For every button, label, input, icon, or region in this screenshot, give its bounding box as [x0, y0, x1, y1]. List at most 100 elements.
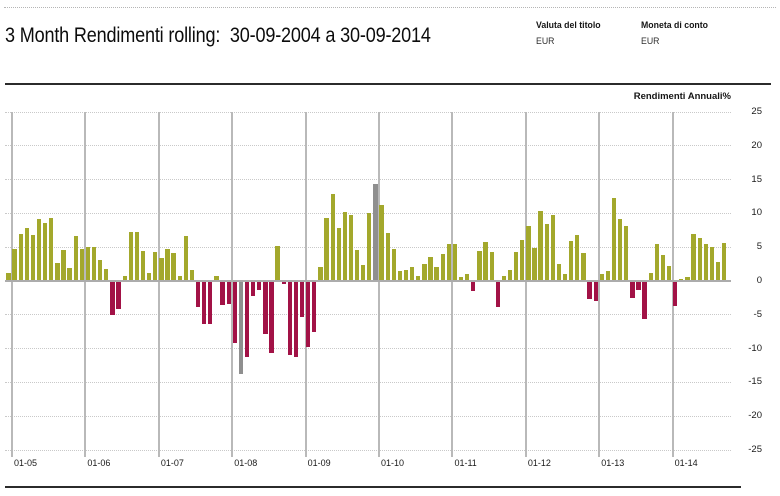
bar: [61, 249, 66, 281]
bar: [324, 218, 329, 281]
year-gridline: [451, 112, 454, 457]
bar: [514, 251, 519, 281]
bar: [520, 240, 525, 281]
bar: [128, 232, 133, 281]
bar: [6, 272, 11, 281]
bar: [312, 281, 317, 332]
bar: [422, 264, 427, 281]
bar: [336, 227, 341, 281]
bar: [85, 247, 91, 281]
bar: [630, 281, 635, 298]
field-value: EUR: [536, 36, 555, 47]
bar: [287, 281, 292, 356]
bar: [654, 243, 659, 281]
bar: [562, 274, 568, 281]
bar: [489, 251, 494, 281]
y-axis-label: -5: [753, 308, 762, 320]
bar: [226, 281, 231, 304]
year-gridline: [304, 112, 307, 457]
bar: [220, 281, 225, 305]
x-axis-label: 01-11: [454, 458, 477, 468]
bar: [660, 254, 666, 281]
bar: [715, 262, 721, 281]
bar: [575, 235, 580, 281]
bar: [666, 266, 672, 281]
h-gridline: [5, 179, 731, 181]
bar: [477, 251, 482, 281]
bar: [12, 248, 17, 281]
chart-title: Rendimenti Annuali%: [633, 91, 731, 102]
bar: [18, 233, 23, 281]
bar: [599, 273, 604, 281]
bar: [685, 276, 690, 281]
year-gridline: [378, 112, 381, 457]
bar: [605, 270, 611, 281]
bar: [104, 268, 109, 281]
y-axis-label: -25: [748, 444, 762, 455]
page-title: 3 Month Rendimenti rolling: 30-09-2004 a…: [5, 24, 500, 48]
bar: [165, 248, 170, 281]
bar: [318, 266, 323, 281]
x-axis-label: 01-14: [674, 458, 698, 468]
bar: [330, 193, 335, 281]
bar: [238, 281, 244, 374]
bar: [250, 281, 256, 296]
bar: [116, 281, 121, 310]
y-axis-label: 25: [751, 106, 762, 117]
bar: [73, 236, 78, 281]
zero-axis-line: [5, 280, 731, 282]
bar: [532, 247, 537, 281]
year-gridline: [157, 112, 160, 457]
bar: [526, 226, 531, 281]
year-gridline: [598, 112, 601, 457]
bar: [299, 281, 305, 317]
bar: [679, 278, 684, 281]
y-axis-label: 0: [756, 275, 762, 286]
bar: [244, 281, 250, 358]
bar: [281, 281, 286, 285]
x-axis-label: 01-06: [87, 458, 111, 468]
bar: [361, 265, 366, 281]
h-gridline: [5, 145, 731, 147]
y-axis-label: -15: [748, 376, 762, 388]
bar: [195, 281, 201, 308]
bar: [483, 241, 488, 281]
bar: [440, 253, 445, 281]
bar: [293, 281, 299, 357]
bar: [538, 211, 543, 281]
bar: [691, 234, 696, 281]
bar: [648, 272, 653, 281]
bar: [379, 205, 384, 281]
bar: [98, 260, 103, 281]
year-gridline: [231, 112, 234, 457]
bar: [140, 251, 146, 281]
bar: [465, 273, 470, 281]
bar: [91, 247, 97, 281]
bar: [177, 275, 182, 281]
bar: [79, 249, 84, 281]
bar: [30, 235, 36, 281]
y-axis-label: -20: [748, 410, 762, 422]
bar: [189, 269, 195, 281]
bar: [569, 241, 574, 281]
bar: [171, 253, 176, 281]
bar: [495, 281, 500, 308]
bar: [581, 252, 586, 281]
bar: [673, 281, 678, 306]
bottom-rule: [5, 486, 741, 488]
field-value: EUR: [641, 36, 660, 47]
bar: [446, 244, 452, 281]
bar: [721, 243, 727, 281]
x-axis-label: 01-05: [14, 458, 38, 468]
bar: [403, 269, 409, 281]
year-gridline: [11, 112, 14, 457]
bar: [202, 281, 207, 324]
page-title-text: 3 Month Rendimenti rolling: 30-09-2004 a…: [5, 24, 431, 47]
bar: [709, 246, 715, 281]
bar: [342, 212, 348, 281]
bar: [24, 228, 29, 281]
h-gridline: [5, 111, 731, 113]
h-gridline: [5, 314, 731, 316]
bar: [232, 281, 237, 343]
